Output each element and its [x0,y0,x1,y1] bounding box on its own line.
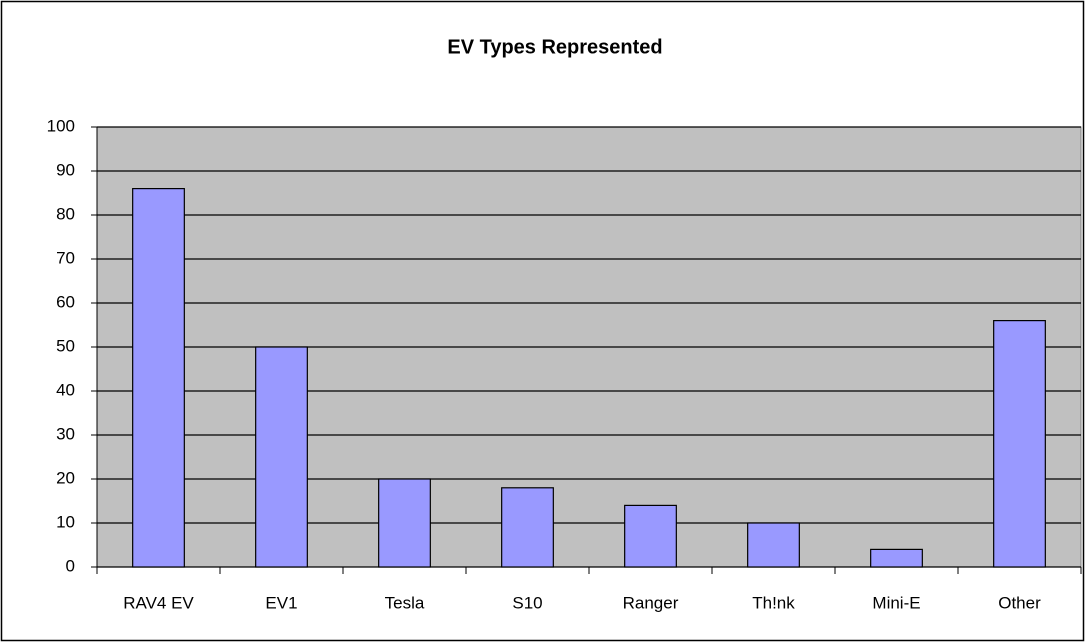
bar [747,522,800,568]
y-tick-label: 30 [56,424,75,443]
y-tick-label: 0 [66,556,75,575]
x-tick-label: Other [998,593,1041,612]
x-tick-label: Ranger [623,593,679,612]
bar [501,487,554,568]
x-tick-label: Mini-E [872,593,920,612]
y-tick-label: 10 [56,512,75,531]
bar [132,188,185,568]
bar [870,548,923,568]
x-tick-label: Th!nk [752,593,795,612]
x-tick-label: S10 [512,593,542,612]
y-tick-label: 80 [56,204,75,223]
bar [378,478,431,568]
chart-title: EV Types Represented [447,36,662,58]
x-tick-label: Tesla [385,593,425,612]
y-tick-label: 100 [47,116,75,135]
y-tick-label: 70 [56,248,75,267]
y-tick-label: 40 [56,380,75,399]
y-tick-label: 50 [56,336,75,355]
y-tick-label: 90 [56,160,75,179]
y-tick-label: 20 [56,468,75,487]
x-tick-label: RAV4 EV [123,593,194,612]
bar [255,346,308,568]
y-tick-label: 60 [56,292,75,311]
x-tick-label: EV1 [265,593,297,612]
bar [624,504,677,568]
bar [993,320,1046,568]
